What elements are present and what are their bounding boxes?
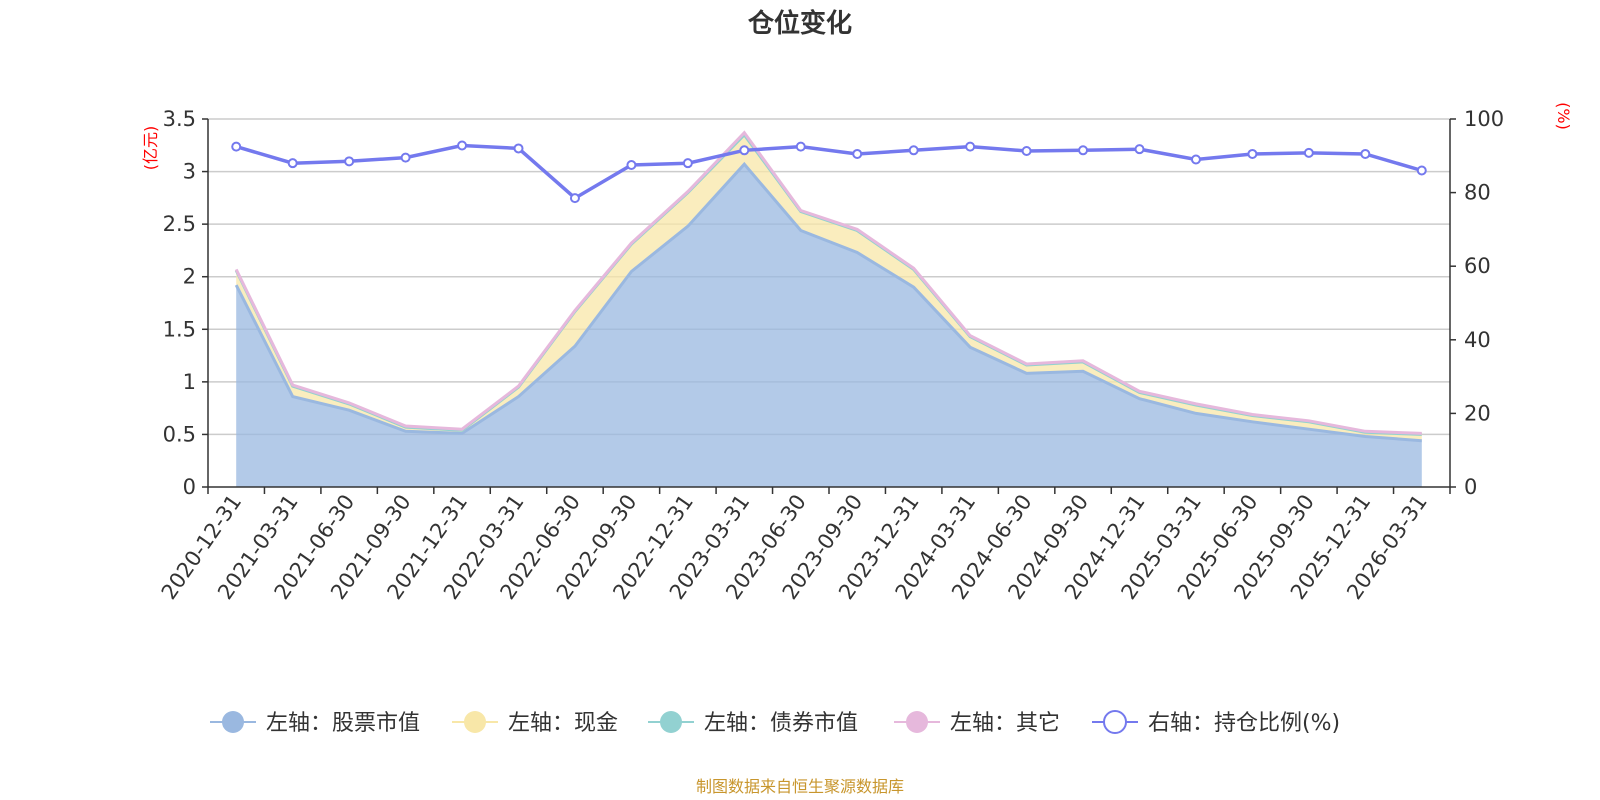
- area-edge-左轴：其它: [234, 130, 1422, 435]
- left-tick-label: 1: [183, 370, 196, 394]
- legend-item[interactable]: 左轴：债券市值: [648, 711, 858, 736]
- ratio-point: [287, 158, 298, 169]
- ratio-point: [1078, 145, 1089, 156]
- left-axis-unit: (亿元): [141, 126, 160, 171]
- ratio-point: [795, 141, 806, 152]
- left-axis-ticks: 0 0.5 1 1.5 2 2.5 3 3.5: [163, 107, 208, 499]
- area-edge-左轴：股票市值: [234, 161, 1422, 443]
- ratio-point: [513, 143, 524, 154]
- legend-label: 左轴：其它: [950, 711, 1060, 736]
- legend-marker: [1103, 710, 1127, 734]
- ratio-point: [682, 158, 693, 169]
- left-tick-label: 2: [183, 265, 196, 289]
- legend-label: 右轴：持仓比例(%): [1148, 711, 1340, 736]
- source-note: 制图数据来自恒生聚源数据库: [696, 777, 904, 796]
- legend-label: 左轴：股票市值: [266, 711, 420, 736]
- legend-item[interactable]: 左轴：其它: [894, 711, 1060, 736]
- legend-marker: [464, 711, 486, 733]
- series-lines: [234, 130, 1422, 443]
- x-axis-ticks: 2020-12-312021-03-312021-06-302021-09-30…: [157, 487, 1451, 604]
- ratio-point: [1360, 148, 1371, 159]
- ratio-point: [1303, 147, 1314, 158]
- holding-ratio-line: [231, 140, 1427, 204]
- chart-title: 仓位变化: [747, 8, 852, 39]
- right-tick-label: 100: [1464, 107, 1504, 131]
- ratio-point: [1190, 154, 1201, 165]
- ratio-point: [852, 148, 863, 159]
- legend-marker: [906, 711, 928, 733]
- stacked-areas: [236, 132, 1422, 487]
- left-tick-label: 0.5: [163, 422, 196, 446]
- ratio-point: [231, 141, 242, 152]
- ratio-point: [965, 141, 976, 152]
- left-tick-label: 2.5: [163, 212, 196, 236]
- left-tick-label: 0: [183, 475, 196, 499]
- ratio-point: [626, 160, 637, 170]
- ratio-point: [344, 156, 355, 167]
- area-左轴：现金: [236, 134, 1422, 441]
- ratio-point: [1134, 144, 1145, 155]
- legend-item[interactable]: 左轴：股票市值: [210, 711, 420, 736]
- legend-item[interactable]: 左轴：现金: [452, 711, 618, 736]
- left-tick-label: 3.5: [163, 107, 196, 131]
- ratio-point: [908, 145, 919, 156]
- legend-marker: [222, 711, 244, 733]
- ratio-point: [1416, 165, 1427, 176]
- left-tick-label: 3: [183, 160, 196, 184]
- legend-marker: [660, 711, 682, 733]
- ratio-point: [739, 145, 750, 156]
- ratio-point: [400, 152, 411, 163]
- legend-label: 左轴：债券市值: [704, 711, 858, 736]
- right-tick-label: 40: [1464, 328, 1491, 352]
- left-tick-label: 1.5: [163, 317, 196, 341]
- legend-label: 左轴：现金: [508, 711, 618, 736]
- legend[interactable]: 左轴：股票市值 左轴：现金 左轴：债券市值 左轴：其它 右轴：持仓比例(%): [210, 710, 1340, 736]
- ratio-point: [569, 193, 580, 204]
- ratio-point: [1247, 148, 1258, 159]
- ratio-line-path: [235, 143, 1423, 201]
- right-tick-label: 0: [1464, 475, 1477, 499]
- right-tick-label: 60: [1464, 254, 1491, 278]
- right-tick-label: 80: [1464, 181, 1491, 205]
- ratio-point: [1021, 146, 1032, 157]
- legend-item[interactable]: 右轴：持仓比例(%): [1092, 710, 1340, 736]
- right-tick-label: 20: [1464, 401, 1491, 425]
- right-axis-unit: (%): [1554, 102, 1573, 130]
- right-axis-ticks: 0 20 40 60 80 100: [1450, 107, 1504, 499]
- area-左轴：股票市值: [236, 164, 1422, 487]
- ratio-point: [457, 140, 468, 151]
